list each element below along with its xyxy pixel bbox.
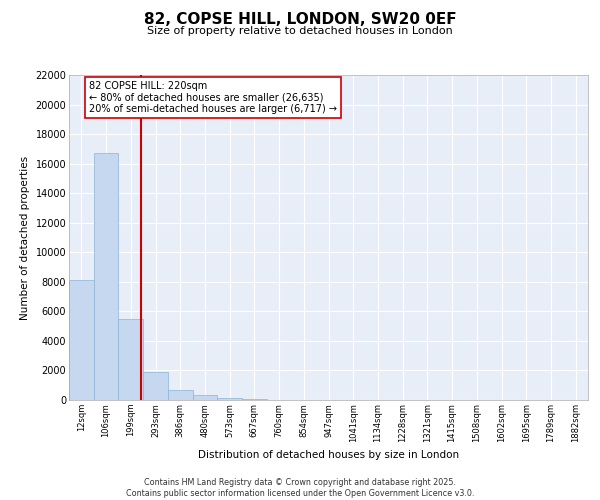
Text: 82 COPSE HILL: 220sqm
← 80% of detached houses are smaller (26,635)
20% of semi-: 82 COPSE HILL: 220sqm ← 80% of detached … [89,81,337,114]
Bar [143,372,168,400]
Y-axis label: Number of detached properties: Number of detached properties [20,156,30,320]
Text: Size of property relative to detached houses in London: Size of property relative to detached ho… [147,26,453,36]
Bar [69,280,94,400]
X-axis label: Distribution of detached houses by size in London: Distribution of detached houses by size … [198,450,459,460]
Bar [242,399,267,400]
Text: Contains HM Land Registry data © Crown copyright and database right 2025.
Contai: Contains HM Land Registry data © Crown c… [126,478,474,498]
Bar [118,319,143,400]
Bar [94,154,118,400]
Bar [217,398,242,400]
Text: 82, COPSE HILL, LONDON, SW20 0EF: 82, COPSE HILL, LONDON, SW20 0EF [143,12,457,28]
Bar [193,395,217,400]
Bar [168,390,193,400]
